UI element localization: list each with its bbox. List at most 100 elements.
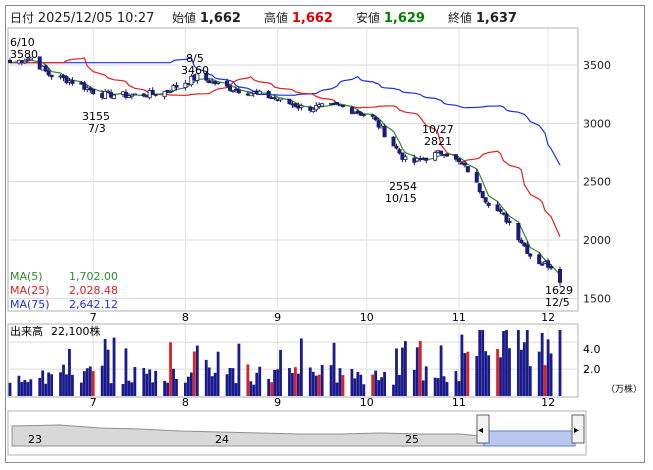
ma5-value: 1,702.00	[69, 270, 118, 283]
volume-bar	[415, 347, 419, 396]
x-tick-label: 7	[90, 396, 97, 409]
candle-body	[293, 103, 298, 108]
volume-bar	[299, 338, 303, 396]
volume-bar	[145, 373, 149, 396]
candle-body	[141, 93, 146, 97]
volume-bar	[279, 349, 282, 396]
annotation-date: 8/5	[186, 52, 204, 65]
volume-bar	[380, 377, 384, 396]
x-tick-label: 10	[360, 311, 374, 324]
candle-body	[361, 114, 366, 116]
x-tick-label: 12	[541, 311, 555, 324]
candle-body	[373, 116, 378, 121]
volume-bar	[47, 372, 51, 396]
volume-bar	[79, 382, 83, 396]
date-label: 日付	[10, 11, 35, 25]
volume-bar	[439, 345, 443, 396]
candle-body	[335, 102, 340, 105]
candle-body	[216, 81, 221, 84]
candle-body	[540, 263, 545, 266]
y-tick-label: 3000	[583, 117, 611, 130]
volume-bar	[71, 374, 74, 396]
volume-bar	[62, 364, 65, 396]
candle-body	[189, 76, 194, 86]
x-tick-label: 11	[452, 311, 466, 324]
candle-body	[129, 94, 134, 97]
candle-body	[7, 60, 12, 64]
candle-body	[314, 105, 319, 111]
close-value: 1,637	[475, 11, 517, 26]
candle-body	[439, 150, 444, 155]
candle-body	[370, 114, 375, 117]
high-label: 高値	[264, 11, 289, 25]
volume-bar	[169, 342, 172, 396]
price-grid	[8, 28, 578, 311]
volume-bar	[237, 343, 241, 396]
volume-bar	[142, 367, 146, 396]
volume-bar	[320, 364, 324, 396]
y-tick-label: 1500	[583, 292, 611, 305]
candle-body	[162, 90, 167, 98]
volume-bar	[44, 383, 48, 396]
x-tick-label: 11	[452, 396, 466, 409]
candle-body	[174, 84, 179, 88]
volume-bars	[8, 330, 562, 396]
volume-bar	[213, 372, 217, 396]
volume-bar	[294, 367, 297, 396]
candle-body	[340, 104, 345, 107]
volume-bar	[516, 330, 520, 396]
candle-body	[103, 90, 108, 99]
volume-bar	[359, 374, 363, 396]
annotation-value: 2554	[389, 180, 417, 193]
navigator-selection[interactable]	[483, 430, 576, 447]
volume-bar	[540, 332, 544, 396]
volume-bar	[252, 384, 256, 396]
candle-body	[504, 213, 509, 223]
volume-bar	[392, 384, 395, 396]
candle-body	[308, 106, 313, 111]
candle-body	[248, 92, 253, 97]
volume-bar	[418, 340, 422, 396]
volume-bar	[549, 353, 553, 396]
volume-bar	[109, 383, 113, 396]
volume-bar	[23, 380, 27, 396]
ma-legend: MA(5) 1,702.00 MA(25) 2,028.48 MA(75) 2,…	[10, 270, 118, 311]
volume-bar	[29, 379, 33, 396]
volume-bar	[41, 370, 45, 396]
volume-bar	[383, 371, 386, 396]
volume-bar	[475, 356, 479, 396]
candle-body	[28, 57, 33, 61]
volume-bar	[335, 382, 339, 396]
candle-body	[358, 112, 363, 116]
navigator-left-handle[interactable]	[476, 414, 490, 444]
candle-body	[43, 65, 48, 72]
candle-body	[168, 90, 173, 93]
candle-body	[453, 154, 458, 160]
volume-bar	[519, 349, 523, 396]
volume-bar	[100, 365, 104, 396]
y-tick-label: 2500	[583, 176, 611, 189]
date-field: 日付 2025/12/05 10:27	[10, 9, 154, 26]
candle-body	[498, 209, 503, 212]
candle-body	[445, 153, 450, 157]
volume-bar	[267, 378, 271, 396]
navigator-year: 23	[28, 433, 42, 446]
candle-body	[153, 93, 158, 96]
candle-body	[126, 95, 131, 99]
candle-body	[516, 222, 521, 241]
annotation-value: 3460	[181, 64, 209, 77]
volume-bar	[121, 383, 125, 396]
navigator-right-handle[interactable]	[571, 414, 585, 444]
candle-body	[495, 204, 500, 211]
candle-body	[525, 244, 530, 254]
candle-body	[382, 125, 387, 138]
x-tick-label: 8	[182, 311, 189, 324]
high-value: 1,662	[291, 11, 333, 26]
annotation-value: 1629	[545, 284, 573, 297]
annotation-value: 3155	[82, 110, 110, 123]
candle-body	[349, 107, 354, 114]
volume-bar	[112, 337, 116, 396]
candle-body	[204, 73, 209, 81]
volume-bar	[395, 348, 398, 396]
ma75-line	[10, 57, 561, 166]
